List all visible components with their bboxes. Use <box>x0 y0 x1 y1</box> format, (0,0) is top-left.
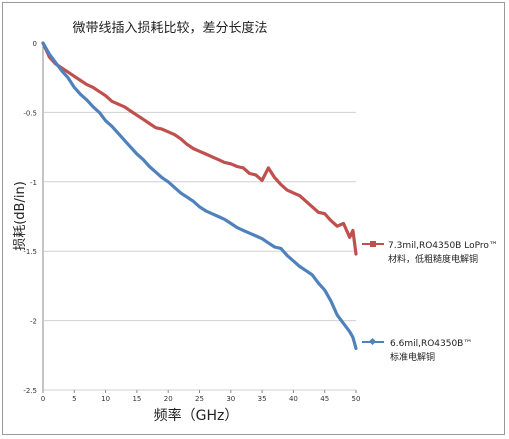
grid-lines <box>43 111 356 391</box>
y-tick-label-3: -1.5 <box>23 248 37 256</box>
x-tick-label-8: 40 <box>289 395 298 403</box>
series-2-line <box>41 41 358 350</box>
y-tick-labels: 0 -0.5 -1 -1.5 -2 -2.5 <box>23 40 37 395</box>
x-tick-labels: 0 5 10 15 20 25 30 35 40 45 50 <box>41 390 361 403</box>
x-tick-label-1: 5 <box>72 395 76 403</box>
y-axis-label: 损耗(dB/in) <box>13 181 28 251</box>
series-1-line <box>41 41 358 256</box>
chart-frame <box>2 2 505 435</box>
x-tick-label-9: 45 <box>320 395 329 403</box>
legend-label-series-2-line2: 标准电解铜 <box>390 351 435 363</box>
chart-title: 微带线插入损耗比较，差分长度法 <box>72 20 267 36</box>
x-tick-label-10: 50 <box>352 395 361 403</box>
y-tick-label-2: -1 <box>30 179 37 187</box>
legend-entry-series-2: 6.6mil,RO4350B™ 标准电解铜 <box>362 337 472 363</box>
legend-label-series-2-line1: 6.6mil,RO4350B™ <box>390 339 472 349</box>
y-tick-label-5: -2.5 <box>23 387 37 395</box>
y-tick-label-4: -2 <box>30 318 37 326</box>
x-tick-label-3: 15 <box>132 395 141 403</box>
x-tick-label-6: 30 <box>226 395 235 403</box>
legend-marker-series-1 <box>370 241 376 247</box>
legend: 7.3mil,RO4350B LoPro™ 材料，低粗糙度电解铜 6.6mil,… <box>362 241 498 363</box>
x-tick-label-2: 10 <box>101 395 110 403</box>
x-axis-label: 频率（GHz） <box>154 407 239 424</box>
legend-label-series-1-line1: 7.3mil,RO4350B LoPro™ <box>388 241 498 251</box>
x-tick-label-5: 25 <box>195 395 204 403</box>
x-tick-label-7: 35 <box>258 395 267 403</box>
legend-marker-series-2 <box>368 337 377 346</box>
series-lines <box>41 41 358 350</box>
y-tick-label-0: 0 <box>33 40 37 48</box>
x-tick-label-4: 20 <box>164 395 173 403</box>
x-tick-label-0: 0 <box>41 395 45 403</box>
plot-area <box>42 43 356 391</box>
y-tick-label-1: -0.5 <box>23 109 37 117</box>
legend-entry-series-1: 7.3mil,RO4350B LoPro™ 材料，低粗糙度电解铜 <box>362 241 498 265</box>
legend-label-series-1-line2: 材料，低粗糙度电解铜 <box>388 253 478 265</box>
